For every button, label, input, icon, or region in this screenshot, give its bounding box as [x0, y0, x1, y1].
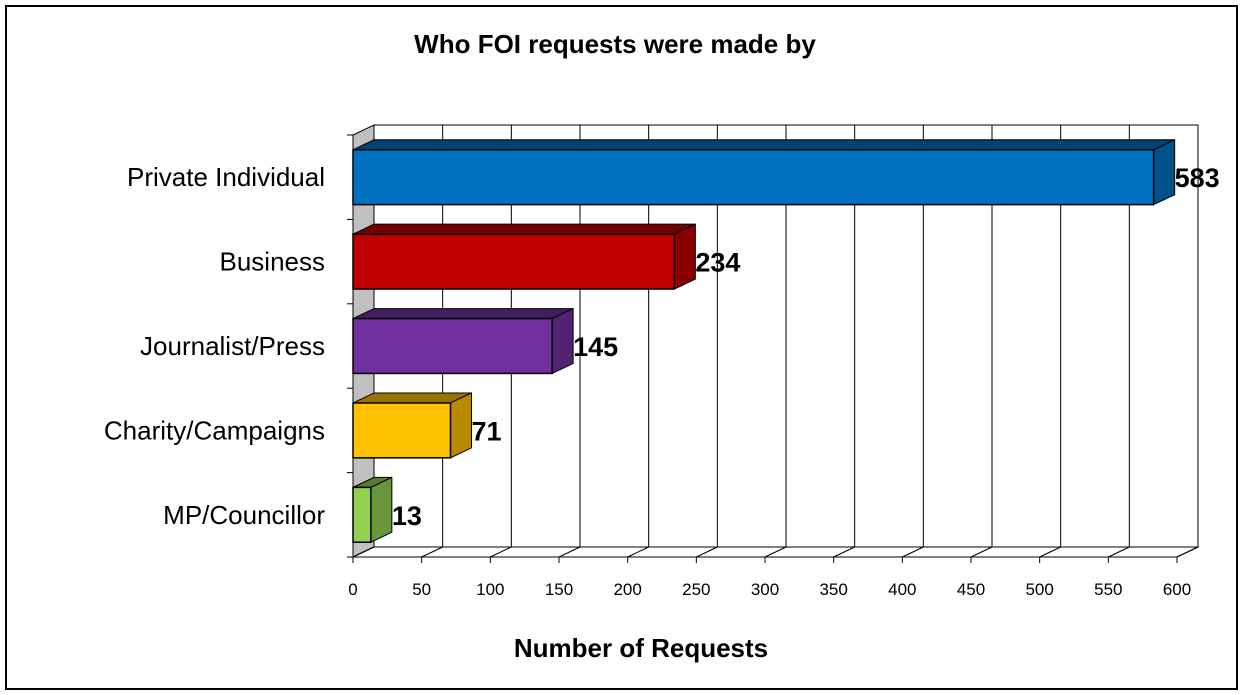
y-tick-label: Journalist/Press — [140, 331, 325, 361]
y-tick-label: Charity/Campaigns — [104, 415, 325, 445]
floor-gridline — [352, 546, 375, 558]
floor-gridline — [1176, 546, 1199, 558]
floor-gridline — [764, 546, 787, 558]
x-tick-label: 200 — [613, 580, 641, 599]
y-tick-label: Private Individual — [127, 162, 325, 192]
x-axis-title: Number of Requests — [514, 633, 768, 663]
bar — [352, 233, 676, 290]
floor-gridline — [902, 546, 924, 558]
bar — [352, 486, 372, 543]
y-tick-label: MP/Councillor — [163, 500, 325, 530]
floor-gridline — [1108, 546, 1130, 558]
x-tick-label: 50 — [412, 580, 431, 599]
x-tick-label: 0 — [348, 580, 357, 599]
x-tick-label: 500 — [1025, 580, 1053, 599]
x-tick-label: 400 — [888, 580, 916, 599]
x-tick-label: 250 — [682, 580, 710, 599]
bar-top — [352, 223, 696, 235]
x-tick-label: 300 — [751, 580, 779, 599]
bar-top — [352, 139, 1175, 151]
x-tick-label: 350 — [819, 580, 847, 599]
floor-gridline — [1039, 546, 1061, 558]
floor-gridline — [833, 546, 855, 558]
y-tick-label: Business — [220, 247, 326, 277]
bar-side — [450, 392, 473, 459]
bar-top — [352, 308, 574, 320]
floor-gridline — [970, 546, 993, 558]
x-tick-label: 550 — [1094, 580, 1122, 599]
plot-area: 0 50 100 150 200 250 300 350 400 450 500 550 600 583 P… — [104, 124, 1220, 599]
bar — [352, 317, 553, 375]
x-tick-label: 600 — [1163, 580, 1191, 599]
chart-title: Who FOI requests were made by — [414, 29, 816, 59]
floor-gridline — [696, 546, 718, 558]
bar — [352, 149, 1155, 206]
floor-gridline — [558, 546, 581, 558]
floor-gridline — [421, 546, 443, 558]
data-label: 145 — [573, 332, 618, 362]
data-label: 234 — [695, 248, 740, 278]
x-tick-label: 100 — [476, 580, 504, 599]
bar — [352, 402, 452, 459]
data-label: 71 — [472, 416, 502, 446]
bar-side — [673, 223, 696, 290]
floor-gridline — [490, 546, 512, 558]
x-tick-label: 450 — [957, 580, 985, 599]
data-label: 13 — [392, 501, 422, 531]
bar-side — [370, 476, 393, 544]
x-tick-label: 150 — [545, 580, 573, 599]
bar-side — [1153, 138, 1176, 206]
bar-side — [551, 307, 574, 375]
floor-gridline — [627, 546, 649, 558]
data-label: 583 — [1175, 163, 1220, 193]
